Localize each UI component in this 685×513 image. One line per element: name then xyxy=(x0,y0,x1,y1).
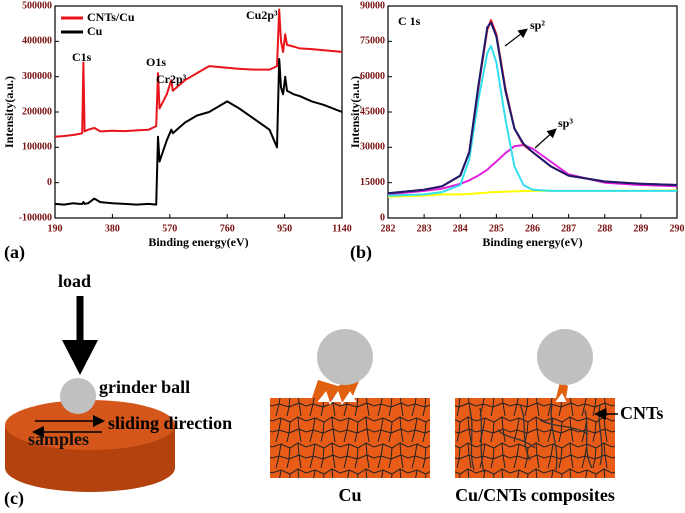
debris xyxy=(556,382,568,398)
x-tick-label: 290 xyxy=(670,223,685,234)
y-tick-label: 0 xyxy=(380,212,385,223)
series-line xyxy=(54,58,343,206)
plot-frame xyxy=(54,5,343,219)
x-tick-label: 760 xyxy=(220,223,235,234)
x-tick-label: 1140 xyxy=(332,223,351,234)
grinder-ball xyxy=(60,378,96,414)
panel-label: (a) xyxy=(4,242,25,263)
x-tick-label: 289 xyxy=(633,223,648,234)
annotation: C 1s xyxy=(398,14,421,28)
x-tick-label: 288 xyxy=(597,223,612,234)
y-axis-title: Intensity(a.u.) xyxy=(348,76,362,148)
x-axis-title: Binding energy(eV) xyxy=(482,235,582,249)
y-tick-label: 0 xyxy=(47,177,52,188)
panel-label: (b) xyxy=(350,242,372,263)
x-tick-label: 282 xyxy=(381,223,396,234)
annotation: sp³ xyxy=(558,116,573,130)
sample-top xyxy=(5,400,175,450)
cnts xyxy=(469,403,603,473)
panel-label: (c) xyxy=(4,488,24,509)
legend-label: Cu xyxy=(87,24,103,38)
wear xyxy=(555,393,567,403)
y-axis-title: Intensity(a.u.) xyxy=(2,76,16,148)
samples-label: samples xyxy=(28,429,89,449)
y-tick-label: -100000 xyxy=(19,212,52,223)
annotation: sp² xyxy=(530,18,545,32)
y-tick-label: 15000 xyxy=(360,177,385,188)
x-tick-label: 284 xyxy=(453,223,468,234)
series-line xyxy=(387,45,677,197)
series-line xyxy=(387,21,678,195)
annotation: Cr2p³ xyxy=(156,72,187,86)
series-line xyxy=(387,19,678,195)
x-tick-label: 286 xyxy=(525,223,540,234)
y-tick-label: 45000 xyxy=(360,106,385,117)
y-tick-label: 75000 xyxy=(360,36,385,47)
legend-label: CNTs/Cu xyxy=(87,10,135,24)
annotation-arrow xyxy=(504,28,528,47)
y-tick-label: 500000 xyxy=(22,0,52,11)
x-tick-label: 285 xyxy=(489,223,504,234)
y-tick-label: 400000 xyxy=(22,36,52,47)
series-line xyxy=(54,8,343,138)
annotation: Cu2p³ xyxy=(246,8,278,22)
y-tick-label: 90000 xyxy=(360,0,385,11)
y-tick-label: 100000 xyxy=(22,142,52,153)
cnts-label: CNTs xyxy=(620,403,663,423)
load-label: load xyxy=(58,271,91,291)
x-tick-label: 570 xyxy=(162,223,177,234)
ball-label: grinder ball xyxy=(99,377,190,397)
annotation-arrow xyxy=(534,128,557,149)
ball xyxy=(537,329,593,385)
x-axis-title: Binding energy(eV) xyxy=(148,235,248,249)
annotation: O1s xyxy=(146,55,166,69)
charts: 190 380 570 760 950 1140 -100000 0 100000 200000 3… xyxy=(2,0,685,263)
composite-label: Cu/CNTs composites xyxy=(455,485,615,505)
cu-grains xyxy=(270,398,430,478)
diagram: (c) load grinder ball sliding direction … xyxy=(4,271,663,509)
wear xyxy=(317,390,357,406)
y-tick-label: 30000 xyxy=(360,142,385,153)
annotation: C1s xyxy=(72,50,92,64)
x-tick-label: 380 xyxy=(105,223,120,234)
sliding-label: sliding direction xyxy=(108,413,232,433)
y-tick-label: 60000 xyxy=(360,71,385,82)
ball xyxy=(317,329,373,385)
x-tick-label: 287 xyxy=(561,223,576,234)
x-tick-label: 283 xyxy=(417,223,432,234)
x-tick-label: 190 xyxy=(48,223,63,234)
x-tick-label: 950 xyxy=(277,223,292,234)
cu-label: Cu xyxy=(338,485,361,505)
load-arrow-head xyxy=(62,340,98,375)
y-tick-label: 300000 xyxy=(22,71,52,82)
plot-frame xyxy=(387,5,678,219)
y-tick-label: 200000 xyxy=(22,106,52,117)
